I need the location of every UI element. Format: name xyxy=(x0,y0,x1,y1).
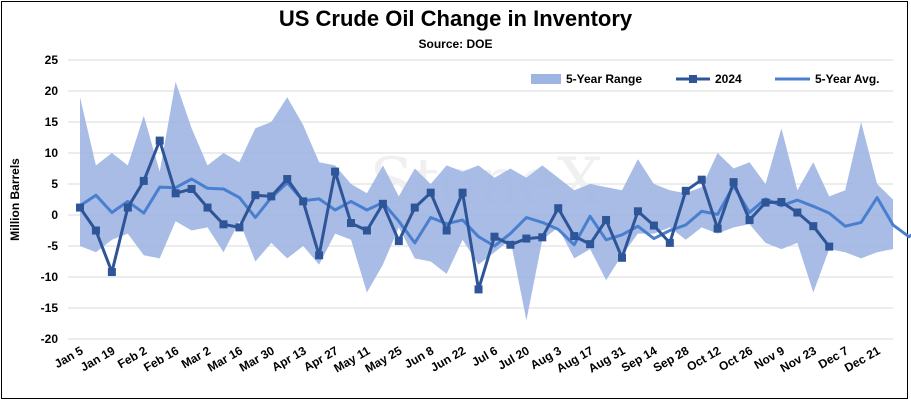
series-2024-point xyxy=(155,136,164,145)
x-tick-label: Jun 22 xyxy=(428,343,468,374)
series-2024-point xyxy=(410,203,419,212)
series-2024-point xyxy=(76,203,84,212)
series-2024-point xyxy=(490,232,499,241)
y-tick-label: -15 xyxy=(41,301,59,315)
x-tick-label: Apr 13 xyxy=(269,343,309,374)
series-2024-point xyxy=(665,238,674,247)
x-tick-label: Feb 16 xyxy=(141,343,181,374)
series-2024-point xyxy=(697,175,706,184)
x-tick-label: Dec 21 xyxy=(842,343,883,375)
y-tick-label: -5 xyxy=(47,239,58,253)
chart-subtitle: Source: DOE xyxy=(418,37,493,51)
series-2024-point xyxy=(331,167,340,176)
range-band xyxy=(80,81,893,321)
y-tick-label: 10 xyxy=(45,146,59,160)
series-2024-point xyxy=(267,192,276,201)
series-2024-point xyxy=(809,222,818,231)
y-tick-label: 0 xyxy=(51,208,58,222)
series-2024-point xyxy=(458,188,467,197)
series-2024-point xyxy=(554,204,563,213)
series-2024-point xyxy=(777,197,786,206)
series-2024-point xyxy=(187,184,196,193)
series-2024-point xyxy=(347,219,355,228)
series-2024-point xyxy=(825,242,834,251)
y-tick-label: -20 xyxy=(41,332,59,346)
x-tick-label: Sep 28 xyxy=(651,343,692,375)
x-tick-label: Jul 6 xyxy=(469,343,500,369)
series-2024-point xyxy=(315,251,324,260)
series-2024-point xyxy=(602,215,611,224)
series-2024-point xyxy=(171,189,180,198)
y-tick-label: 15 xyxy=(45,115,59,129)
legend-marker-2024 xyxy=(689,75,697,83)
series-2024-point xyxy=(123,203,132,212)
series-2024-point xyxy=(729,178,738,187)
legend-label-avg: 5-Year Avg. xyxy=(815,72,879,86)
chart-title: US Crude Oil Change in Inventory xyxy=(278,6,633,31)
series-2024-point xyxy=(219,220,228,229)
series-2024-point xyxy=(633,207,642,216)
series-2024-point xyxy=(713,224,722,233)
x-tick-label: Mar 16 xyxy=(205,343,245,374)
series-2024-point xyxy=(107,268,116,277)
series-2024-point xyxy=(681,186,690,195)
series-2024-point xyxy=(426,188,435,197)
series-2024-point xyxy=(761,198,770,207)
series-2024-point xyxy=(235,223,244,232)
series-2024-point xyxy=(442,226,451,235)
x-tick-label: May 25 xyxy=(363,343,405,375)
x-tick-label: Aug 31 xyxy=(586,343,628,375)
series-2024-point xyxy=(203,203,212,212)
y-tick-label: 20 xyxy=(45,84,59,98)
y-tick-label: 25 xyxy=(45,53,59,67)
series-2024-point xyxy=(91,226,100,235)
series-2024-point xyxy=(586,240,595,249)
series-2024-point xyxy=(362,226,371,235)
series-2024-point xyxy=(378,199,387,208)
series-2024-point xyxy=(522,234,531,243)
series-2024-point xyxy=(299,197,308,206)
x-tick-label: Sep 14 xyxy=(619,343,660,375)
x-tick-label: Mar 30 xyxy=(237,343,277,374)
x-tick-label: Oct 12 xyxy=(684,343,723,374)
series-2024-point xyxy=(618,253,626,262)
legend-swatch-range xyxy=(531,74,561,84)
series-2024-point xyxy=(474,285,483,294)
y-tick-label: -10 xyxy=(41,270,59,284)
series-2024-point xyxy=(538,233,547,242)
x-tick-label: Nov 23 xyxy=(778,343,819,375)
legend-label-2024: 2024 xyxy=(715,72,742,86)
y-axis-label: Million Barrels xyxy=(8,158,22,241)
x-tick-label: Oct 26 xyxy=(716,343,755,374)
series-2024-point xyxy=(793,208,802,217)
series-2024-point xyxy=(745,215,754,224)
series-2024-point xyxy=(139,176,148,185)
legend-label-range: 5-Year Range xyxy=(566,72,642,86)
x-tick-label: Jul 20 xyxy=(495,343,532,372)
series-2024-point xyxy=(506,240,515,249)
series-2024-point xyxy=(394,237,403,246)
series-2024-point xyxy=(283,175,292,184)
x-tick-label: Jan 19 xyxy=(78,343,118,374)
series-2024-point xyxy=(570,232,579,241)
series-2024-point xyxy=(649,221,658,230)
y-tick-label: 5 xyxy=(51,177,58,191)
series-2024-point xyxy=(251,191,260,200)
